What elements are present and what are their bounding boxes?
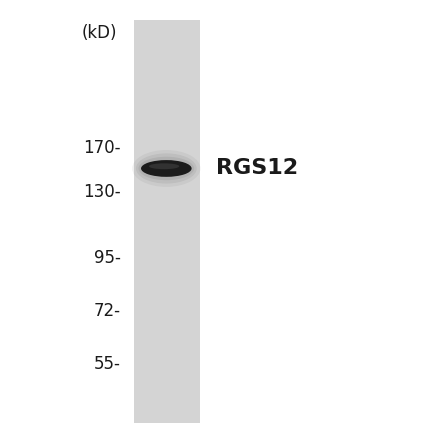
- Ellipse shape: [136, 153, 197, 183]
- Ellipse shape: [139, 157, 194, 180]
- Text: 55-: 55-: [94, 355, 121, 373]
- Text: 130-: 130-: [83, 183, 121, 201]
- Text: 170-: 170-: [84, 139, 121, 157]
- Text: RGS12: RGS12: [216, 158, 298, 179]
- Ellipse shape: [132, 150, 201, 187]
- Ellipse shape: [141, 160, 192, 177]
- Ellipse shape: [149, 163, 180, 169]
- Text: 95-: 95-: [94, 249, 121, 267]
- Text: (kD): (kD): [81, 24, 117, 42]
- Bar: [134, 20, 200, 423]
- Text: 72-: 72-: [94, 302, 121, 320]
